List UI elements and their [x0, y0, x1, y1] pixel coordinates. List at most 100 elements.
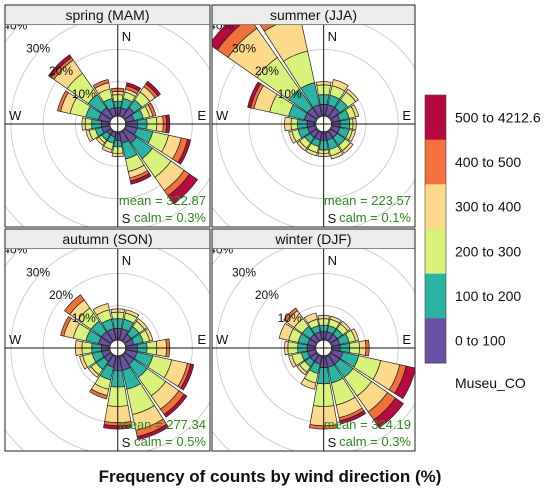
petal-segment: [288, 130, 297, 144]
petal-segment: [300, 377, 317, 390]
calm-label: calm = 0.1%: [339, 210, 411, 225]
axis-caption: Frequency of counts by wind direction (%…: [99, 467, 442, 486]
legend-swatch: [425, 139, 446, 185]
legend-entry-label: 200 to 300: [455, 243, 521, 259]
petal-segment: [350, 104, 360, 118]
direction-label-w: W: [216, 108, 229, 123]
petal-segment: [212, 25, 241, 51]
radial-tick-label: 30%: [26, 41, 50, 55]
petal-segment: [92, 79, 110, 89]
direction-label-n: N: [328, 29, 337, 44]
radial-tick-label: 30%: [26, 265, 50, 279]
calm-label: calm = 0.5%: [134, 434, 206, 449]
legend-entry-label: 500 to 4212.6: [455, 109, 541, 125]
petal-segment: [180, 363, 195, 391]
direction-label-e: E: [197, 108, 206, 123]
radial-tick-label: 40%: [3, 19, 27, 33]
legend-swatch: [425, 273, 446, 319]
petal-segment: [87, 366, 100, 378]
calm-label: calm = 0.3%: [339, 434, 411, 449]
mean-label: mean = 277.34: [119, 417, 206, 432]
radial-tick-label: 10%: [72, 311, 96, 325]
petal-segment: [247, 81, 262, 109]
panel-border: [4, 228, 211, 452]
legend-swatch: [425, 184, 446, 230]
petal-segment: [95, 136, 106, 146]
panel-border: [211, 4, 416, 228]
petal-segment: [48, 54, 72, 79]
radial-tick-label: 20%: [49, 64, 73, 78]
panel-title: spring (MAM): [65, 7, 149, 23]
direction-label-s: S: [122, 211, 131, 226]
direction-label-s: S: [328, 211, 337, 226]
radial-tick-label: 20%: [49, 288, 73, 302]
radial-tick-label: 10%: [278, 311, 302, 325]
petal-segment: [259, 25, 277, 32]
direction-label-n: N: [328, 253, 337, 268]
petal-segment: [125, 309, 140, 319]
radial-tick-label: 10%: [72, 87, 96, 101]
petal-segment: [145, 80, 161, 97]
petal-segment: [147, 102, 157, 117]
petal-segment: [60, 315, 72, 337]
legend-swatch: [425, 95, 446, 141]
petal-segment: [163, 393, 188, 418]
direction-label-n: N: [122, 253, 131, 268]
radial-tick-label: 30%: [232, 41, 256, 55]
petal-segment: [85, 129, 94, 143]
petal-segment: [394, 365, 415, 400]
panel-border: [4, 4, 211, 228]
mean-label: mean = 322.87: [119, 193, 206, 208]
petal-segment: [296, 140, 308, 152]
legend-frame: [424, 94, 447, 364]
direction-label-e: E: [197, 332, 206, 347]
radial-tick-label: 20%: [255, 64, 279, 78]
direction-label-s: S: [122, 435, 131, 450]
petal-segment: [373, 397, 404, 429]
petal-segment: [278, 322, 294, 341]
petal-segment: [144, 328, 154, 342]
petal-segment: [63, 294, 85, 316]
petal-segment: [125, 82, 142, 92]
petal-segment: [177, 138, 192, 165]
radial-tick-label: 30%: [232, 265, 256, 279]
panel-border: [211, 228, 416, 452]
direction-label-e: E: [402, 332, 411, 347]
radial-tick-label: 20%: [255, 288, 279, 302]
direction-label-w: W: [9, 332, 22, 347]
petal-segment: [345, 88, 359, 103]
petal-segment: [167, 173, 199, 205]
petal-segment: [92, 303, 110, 316]
petal-segment: [339, 410, 367, 425]
direction-label-s: S: [328, 435, 337, 450]
petal-segment: [129, 172, 152, 185]
petal-segment: [339, 320, 351, 332]
petal-segment: [341, 142, 354, 154]
direction-label-w: W: [216, 332, 229, 347]
petal-segment: [296, 364, 308, 376]
petal-segment: [57, 90, 69, 112]
direction-label-e: E: [402, 108, 411, 123]
legend-entry-label: 400 to 500: [455, 154, 521, 170]
panel-title: autumn (SON): [62, 231, 152, 247]
legend-swatch: [425, 318, 446, 364]
legend-entry-label: 100 to 200: [455, 288, 521, 304]
petal-segment: [288, 354, 297, 368]
petal-segment: [101, 145, 113, 154]
direction-label-w: W: [9, 108, 22, 123]
mean-label: mean = 324.19: [324, 417, 411, 432]
legend-title: Museu_CO: [455, 375, 526, 391]
petal-segment: [329, 315, 342, 324]
panel-title: winter (DJF): [274, 231, 351, 247]
petal-segment: [305, 148, 318, 157]
petal-segment: [79, 355, 89, 370]
legend: 500 to 4212.6 400 to 500 300 to 400 200 to …: [424, 94, 541, 391]
panel-title: summer (JJA): [270, 7, 357, 23]
calm-label: calm = 0.3%: [134, 210, 206, 225]
petal-segment: [347, 129, 356, 143]
